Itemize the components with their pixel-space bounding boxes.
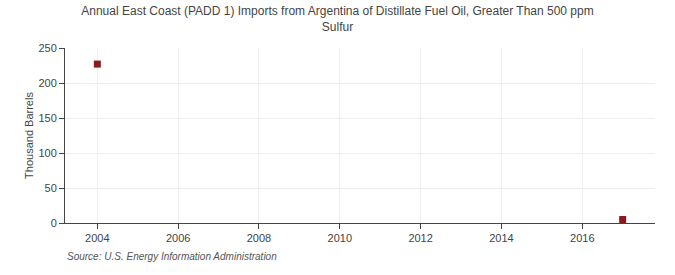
svg-text:250: 250 <box>38 42 56 54</box>
svg-text:0: 0 <box>51 217 57 229</box>
svg-text:Source: U.S. Energy Informatio: Source: U.S. Energy Information Administ… <box>67 251 277 262</box>
svg-text:2004: 2004 <box>85 232 109 244</box>
svg-text:100: 100 <box>38 147 56 159</box>
svg-text:50: 50 <box>45 182 57 194</box>
svg-text:2016: 2016 <box>570 232 594 244</box>
svg-text:Annual East Coast (PADD 1) Imp: Annual East Coast (PADD 1) Imports from … <box>81 4 593 34</box>
svg-text:150: 150 <box>38 112 56 124</box>
svg-text:2014: 2014 <box>489 232 513 244</box>
svg-text:2006: 2006 <box>166 232 190 244</box>
svg-text:2012: 2012 <box>408 232 432 244</box>
svg-text:200: 200 <box>38 77 56 89</box>
svg-text:2008: 2008 <box>247 232 271 244</box>
svg-text:Thousand Barrels: Thousand Barrels <box>23 92 35 179</box>
svg-text:2010: 2010 <box>328 232 352 244</box>
